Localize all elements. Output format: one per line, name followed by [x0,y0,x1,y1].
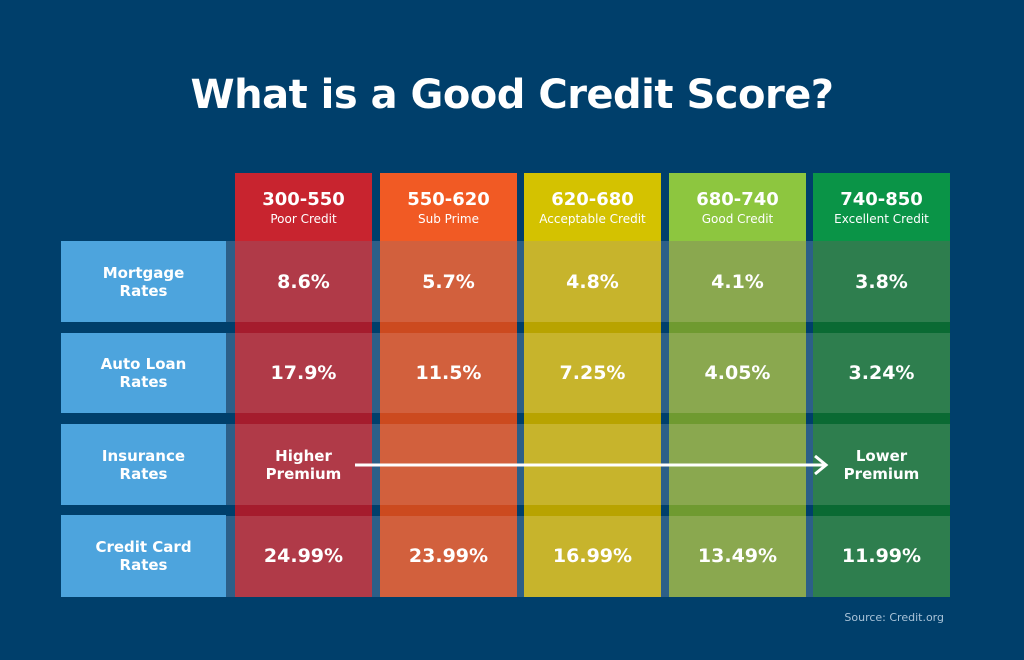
cell-separator [235,505,372,516]
cell-separator [524,322,661,333]
cell-separator [235,413,372,424]
score-column: 8.6% 17.9% Higher Premium 24.99% [235,241,372,597]
cell-separator [813,505,950,516]
score-column: 4.8% 7.25% 16.99% [524,241,661,597]
score-column: 3.8% 3.24% Lower Premium 11.99% [813,241,950,597]
column-header: 620-680 Acceptable Credit [524,173,661,241]
row-label: Credit Card Rates [61,515,226,597]
table-cell: 3.8% [855,270,908,293]
table-cell: 4.05% [704,362,771,384]
source-note: Source: Credit.org [844,611,944,624]
arrow-right-icon [355,455,829,475]
score-range: 740-850 [840,189,923,210]
score-range: 620-680 [551,189,634,210]
score-column: 5.7% 11.5% 23.99% [380,241,517,597]
cell-separator [380,505,517,516]
score-range: 680-740 [696,189,779,210]
table-cell: Lower Premium [843,446,920,483]
score-category: Good Credit [701,212,774,226]
score-category: Acceptable Credit [539,212,646,226]
table-cell: Higher Premium [265,446,342,483]
row-label: Insurance Rates [61,424,226,505]
cell-separator [380,322,517,333]
row-label: Mortgage Rates [61,241,226,322]
table-cell: 17.9% [270,362,337,384]
row-label: Auto Loan Rates [61,333,226,413]
cell-separator [669,413,806,424]
cell-separator [669,505,806,516]
column-header: 740-850 Excellent Credit [813,173,950,241]
cell-separator [380,413,517,424]
cell-separator [813,413,950,424]
table-cell: 11.5% [415,362,482,384]
column-header: 550-620 Sub Prime [380,173,517,241]
cell-separator [235,322,372,333]
table-cell: 16.99% [552,545,633,567]
table-cell: 4.1% [711,270,764,293]
score-column: 4.1% 4.05% 13.49% [669,241,806,597]
table-cell: 23.99% [408,545,489,567]
table-cell: 24.99% [263,545,344,567]
table-cell: 13.49% [697,545,778,567]
cell-separator [524,413,661,424]
column-header: 680-740 Good Credit [669,173,806,241]
cell-separator [813,322,950,333]
table-cell: 11.99% [841,545,922,567]
cell-separator [524,505,661,516]
column-header: 300-550 Poor Credit [235,173,372,241]
table-cell: 7.25% [559,362,626,384]
page-title: What is a Good Credit Score? [190,72,834,118]
score-range: 550-620 [407,189,490,210]
score-category: Sub Prime [417,212,480,226]
table-cell: 4.8% [566,270,619,293]
score-category: Poor Credit [270,212,337,226]
table-cell: 8.6% [277,270,330,293]
score-range: 300-550 [262,189,345,210]
table-cell: 5.7% [422,270,475,293]
table-cell: 3.24% [848,362,915,384]
score-category: Excellent Credit [834,212,929,226]
cell-separator [669,322,806,333]
